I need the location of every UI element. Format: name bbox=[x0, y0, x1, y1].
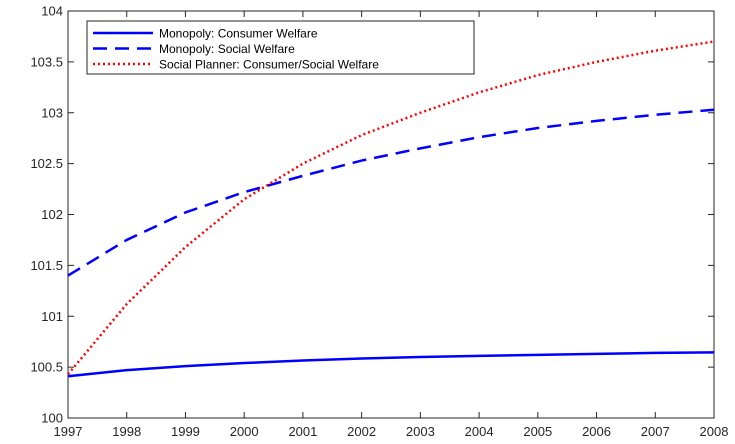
x-tick-label: 2006 bbox=[582, 424, 611, 439]
plot-area bbox=[67, 10, 715, 419]
series-line-1 bbox=[67, 351, 715, 378]
x-tick-label: 2002 bbox=[347, 424, 376, 439]
x-tick-label: 2007 bbox=[641, 424, 670, 439]
x-tick-label: 2003 bbox=[406, 424, 435, 439]
x-tick-label: 2001 bbox=[288, 424, 317, 439]
y-tick-label: 101.5 bbox=[30, 258, 63, 273]
x-tick-label: 2004 bbox=[465, 424, 494, 439]
plot-frame bbox=[67, 10, 715, 419]
x-tick-label: 1998 bbox=[112, 424, 141, 439]
x-tick-label: 2008 bbox=[700, 424, 729, 439]
legend-label-3: Social Planner: Consumer/Social Welfare bbox=[159, 58, 379, 72]
legend-label-2: Monopoly: Social Welfare bbox=[159, 42, 295, 56]
x-tick-label: 2000 bbox=[230, 424, 259, 439]
series-layer bbox=[67, 40, 715, 378]
y-tick-label: 104 bbox=[41, 4, 63, 19]
y-tick-label: 103.5 bbox=[30, 54, 63, 69]
legend-label-1: Monopoly: Consumer Welfare bbox=[159, 27, 318, 41]
y-tick-label: 101 bbox=[41, 309, 63, 324]
x-tick-label: 1997 bbox=[54, 424, 83, 439]
x-tick-label: 1999 bbox=[171, 424, 200, 439]
legend-box bbox=[86, 20, 475, 75]
y-tick-label: 103 bbox=[41, 105, 63, 120]
y-tick-label: 100.5 bbox=[30, 360, 63, 375]
axis-tick-labels: 1997 1998 1999 2000 2001 2002 2003 2004 2005 2006… bbox=[30, 4, 728, 440]
axis-ticks bbox=[67, 10, 715, 419]
y-tick-label: 102.5 bbox=[30, 156, 63, 171]
series-line-2 bbox=[67, 108, 715, 277]
y-tick-label: 100 bbox=[41, 411, 63, 426]
y-tick-label: 102 bbox=[41, 207, 63, 222]
x-tick-label: 2005 bbox=[523, 424, 552, 439]
